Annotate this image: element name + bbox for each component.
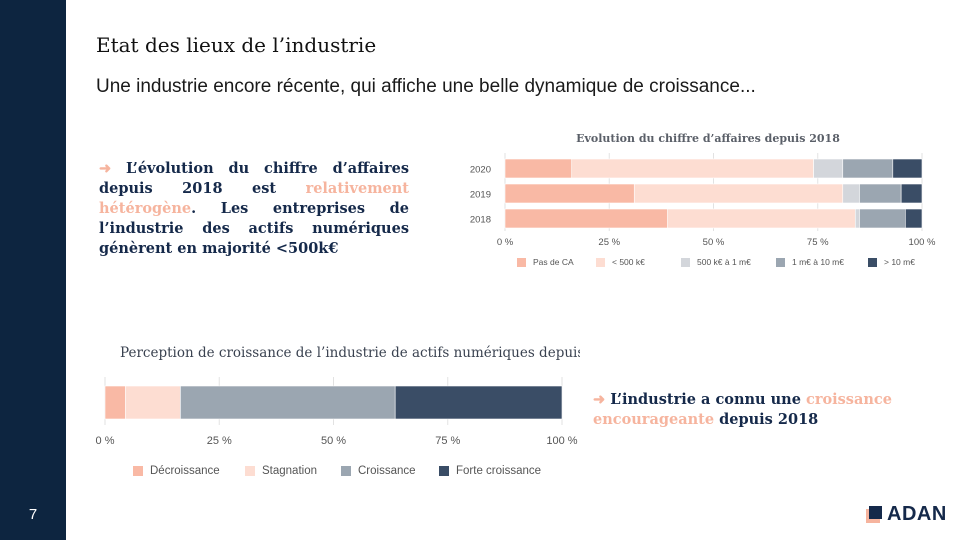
bar-segment [125, 385, 181, 420]
x-tick-label: 100 % [909, 237, 936, 248]
bar-segment [854, 208, 860, 229]
x-tick-label: 75 % [807, 237, 829, 248]
bar-segment [900, 183, 923, 204]
growth-chart: Perception de croissance de l’industrie … [96, 345, 580, 477]
page-number: 7 [28, 506, 38, 523]
bar-segment [842, 158, 894, 179]
slide-subtitle: Une industrie encore récente, qui affich… [96, 76, 756, 97]
legend-label: Décroissance [150, 465, 220, 477]
chart-title: Perception de croissance de l’industrie … [120, 345, 580, 361]
bar-segment [180, 385, 396, 420]
arrow-icon: ➜ [593, 391, 606, 408]
x-tick-label: 25 % [598, 237, 620, 248]
legend-label: Pas de CA [533, 257, 574, 267]
sidebar-band [0, 0, 66, 540]
bar-segment [842, 183, 860, 204]
legend-label: Croissance [358, 465, 416, 477]
revenue-chart: Evolution du chiffre d’affaires depuis 2… [470, 132, 936, 267]
legend-label: Forte croissance [456, 465, 541, 477]
x-tick-label: 75 % [435, 435, 460, 447]
x-tick-label: 25 % [207, 435, 232, 447]
slide-title: Etat des lieux de l’industrie [96, 33, 377, 57]
callout-revenue: ➜ L’évolution du chiffre d’affaires depu… [99, 159, 409, 259]
legend-label: 1 m€ à 10 m€ [792, 257, 844, 267]
bar-segment [859, 183, 902, 204]
bar-segment [394, 385, 563, 420]
x-tick-label: 0 % [497, 237, 514, 248]
legend-swatch [133, 466, 143, 476]
bar-segment [504, 158, 573, 179]
x-tick-label: 50 % [321, 435, 346, 447]
bar-segment [104, 385, 126, 420]
callout-text-start: L’évolution du chiffre d’affaires depuis… [99, 160, 409, 197]
bar-segment [633, 183, 844, 204]
legend-label: < 500 k€ [612, 257, 645, 267]
bar-segment [504, 208, 668, 229]
x-tick-label: 50 % [703, 237, 725, 248]
category-label: 2018 [470, 215, 491, 226]
logo-icon [866, 505, 884, 528]
x-tick-label: 100 % [546, 435, 577, 447]
callout-highlight: relativement hétérogène [99, 180, 409, 217]
legend-label: 500 k€ à 1 m€ [697, 257, 751, 267]
category-label: 2020 [470, 165, 491, 176]
brand-logo-text: ADAN [887, 503, 947, 525]
legend-swatch [681, 258, 690, 267]
bar-segment [892, 158, 923, 179]
legend-swatch [868, 258, 877, 267]
legend-swatch [439, 466, 449, 476]
legend-swatch [596, 258, 605, 267]
callout-text-start: L’industrie a connu une [610, 391, 806, 408]
legend-swatch [245, 466, 255, 476]
legend-swatch [341, 466, 351, 476]
callout-highlight: croissance encourageante [593, 391, 892, 428]
bar-segment [905, 208, 923, 229]
callout-text-end: depuis 2018 [714, 411, 819, 428]
bar-segment [571, 158, 814, 179]
callout-text-end: . Les entreprises de l’industrie des act… [99, 200, 409, 257]
legend-label: > 10 m€ [884, 257, 915, 267]
bar-segment [859, 208, 906, 229]
callout-growth: ➜ L’industrie a connu une croissance enc… [593, 390, 913, 430]
legend-label: Stagnation [262, 465, 317, 477]
legend-swatch [776, 258, 785, 267]
x-tick-label: 0 % [96, 435, 115, 447]
legend-swatch [517, 258, 526, 267]
chart-title: Evolution du chiffre d’affaires depuis 2… [576, 132, 840, 145]
bar-segment [667, 208, 856, 229]
bar-segment [504, 183, 635, 204]
arrow-icon: ➜ [99, 160, 112, 177]
category-label: 2019 [470, 190, 491, 201]
bar-segment [813, 158, 844, 179]
